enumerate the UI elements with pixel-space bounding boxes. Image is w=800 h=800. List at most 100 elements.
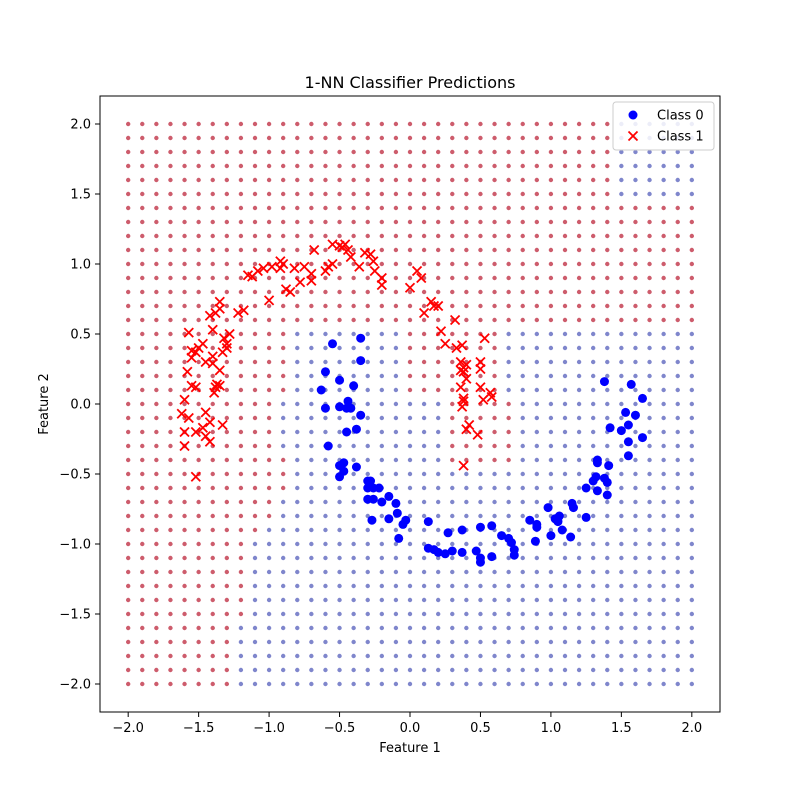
grid-point bbox=[379, 317, 385, 323]
class-1-point bbox=[214, 365, 225, 376]
grid-point bbox=[689, 275, 695, 281]
grid-point bbox=[365, 387, 370, 393]
grid-point bbox=[309, 317, 314, 323]
class-1-point bbox=[345, 251, 356, 263]
grid-point bbox=[562, 429, 568, 435]
grid-point bbox=[576, 415, 582, 421]
class-1-point bbox=[280, 284, 292, 295]
x-tick-label: 0.0 bbox=[400, 721, 421, 736]
grid-point bbox=[266, 485, 272, 491]
grid-point bbox=[379, 681, 385, 687]
grid-point bbox=[590, 135, 596, 141]
grid-point bbox=[393, 331, 399, 337]
y-tick-label: 1.0 bbox=[70, 258, 91, 273]
grid-point bbox=[323, 457, 328, 463]
grid-point bbox=[295, 317, 300, 323]
grid-point bbox=[337, 541, 342, 547]
grid-point bbox=[506, 387, 511, 393]
grid-point bbox=[534, 219, 540, 225]
grid-point bbox=[196, 653, 201, 659]
grid-point bbox=[309, 401, 314, 407]
grid-point bbox=[365, 121, 370, 127]
grid-point bbox=[196, 513, 201, 519]
grid-point bbox=[323, 429, 328, 435]
grid-point bbox=[675, 261, 680, 267]
grid-point bbox=[478, 471, 483, 477]
grid-point bbox=[407, 499, 413, 505]
grid-point bbox=[407, 191, 413, 197]
grid-point bbox=[675, 289, 680, 295]
grid-point bbox=[154, 681, 159, 687]
grid-point bbox=[266, 429, 272, 435]
grid-point bbox=[661, 233, 666, 239]
grid-point bbox=[182, 527, 187, 533]
grid-point bbox=[605, 499, 610, 505]
grid-point bbox=[309, 303, 314, 309]
grid-point bbox=[506, 429, 511, 435]
grid-point bbox=[633, 583, 638, 589]
grid-point bbox=[196, 527, 201, 533]
x-axis-label: Feature 1 bbox=[379, 741, 441, 756]
grid-point bbox=[633, 205, 638, 211]
class-0-point bbox=[457, 547, 467, 557]
grid-point bbox=[675, 457, 680, 463]
grid-point bbox=[266, 303, 272, 309]
grid-point bbox=[464, 219, 469, 225]
grid-point bbox=[309, 555, 314, 561]
grid-point bbox=[323, 485, 328, 491]
grid-point bbox=[492, 177, 497, 183]
grid-point bbox=[337, 289, 342, 295]
decision-grid bbox=[125, 121, 695, 687]
grid-point bbox=[393, 415, 399, 421]
grid-point bbox=[309, 569, 314, 575]
grid-point bbox=[421, 681, 427, 687]
grid-point bbox=[252, 583, 258, 589]
grid-point bbox=[365, 681, 370, 687]
grid-point bbox=[154, 331, 159, 337]
grid-point bbox=[619, 681, 624, 687]
grid-point bbox=[266, 667, 272, 673]
grid-point bbox=[548, 177, 554, 183]
grid-point bbox=[266, 373, 272, 379]
grid-point bbox=[421, 149, 427, 155]
grid-point bbox=[534, 289, 540, 295]
grid-point bbox=[252, 177, 258, 183]
grid-point bbox=[590, 373, 596, 379]
grid-point bbox=[379, 457, 385, 463]
grid-point bbox=[125, 345, 131, 351]
grid-point bbox=[407, 681, 413, 687]
grid-point bbox=[295, 373, 300, 379]
grid-point bbox=[605, 415, 610, 421]
grid-point bbox=[633, 275, 638, 281]
grid-point bbox=[576, 135, 582, 141]
grid-point bbox=[633, 163, 638, 169]
grid-point bbox=[534, 233, 540, 239]
grid-point bbox=[689, 625, 695, 631]
grid-point bbox=[365, 191, 370, 197]
grid-point bbox=[421, 359, 427, 365]
grid-point bbox=[520, 275, 525, 281]
grid-point bbox=[619, 191, 624, 197]
grid-point bbox=[605, 457, 610, 463]
grid-point bbox=[450, 275, 455, 281]
grid-point bbox=[689, 359, 695, 365]
grid-point bbox=[309, 443, 314, 449]
grid-point bbox=[351, 289, 356, 295]
grid-point bbox=[605, 401, 610, 407]
grid-point bbox=[154, 667, 159, 673]
grid-point bbox=[590, 401, 596, 407]
grid-point bbox=[196, 611, 201, 617]
grid-point bbox=[562, 219, 568, 225]
grid-point bbox=[450, 653, 455, 659]
grid-point bbox=[689, 401, 695, 407]
grid-point bbox=[506, 303, 511, 309]
grid-point bbox=[576, 317, 582, 323]
grid-point bbox=[182, 611, 187, 617]
y-axis: −2.0−1.5−1.0−0.50.00.51.01.52.0 bbox=[59, 118, 100, 693]
grid-point bbox=[224, 457, 230, 463]
grid-point bbox=[125, 331, 131, 337]
grid-point bbox=[520, 681, 525, 687]
class-0-point bbox=[320, 367, 330, 377]
grid-point bbox=[168, 583, 173, 589]
grid-point bbox=[435, 205, 441, 211]
